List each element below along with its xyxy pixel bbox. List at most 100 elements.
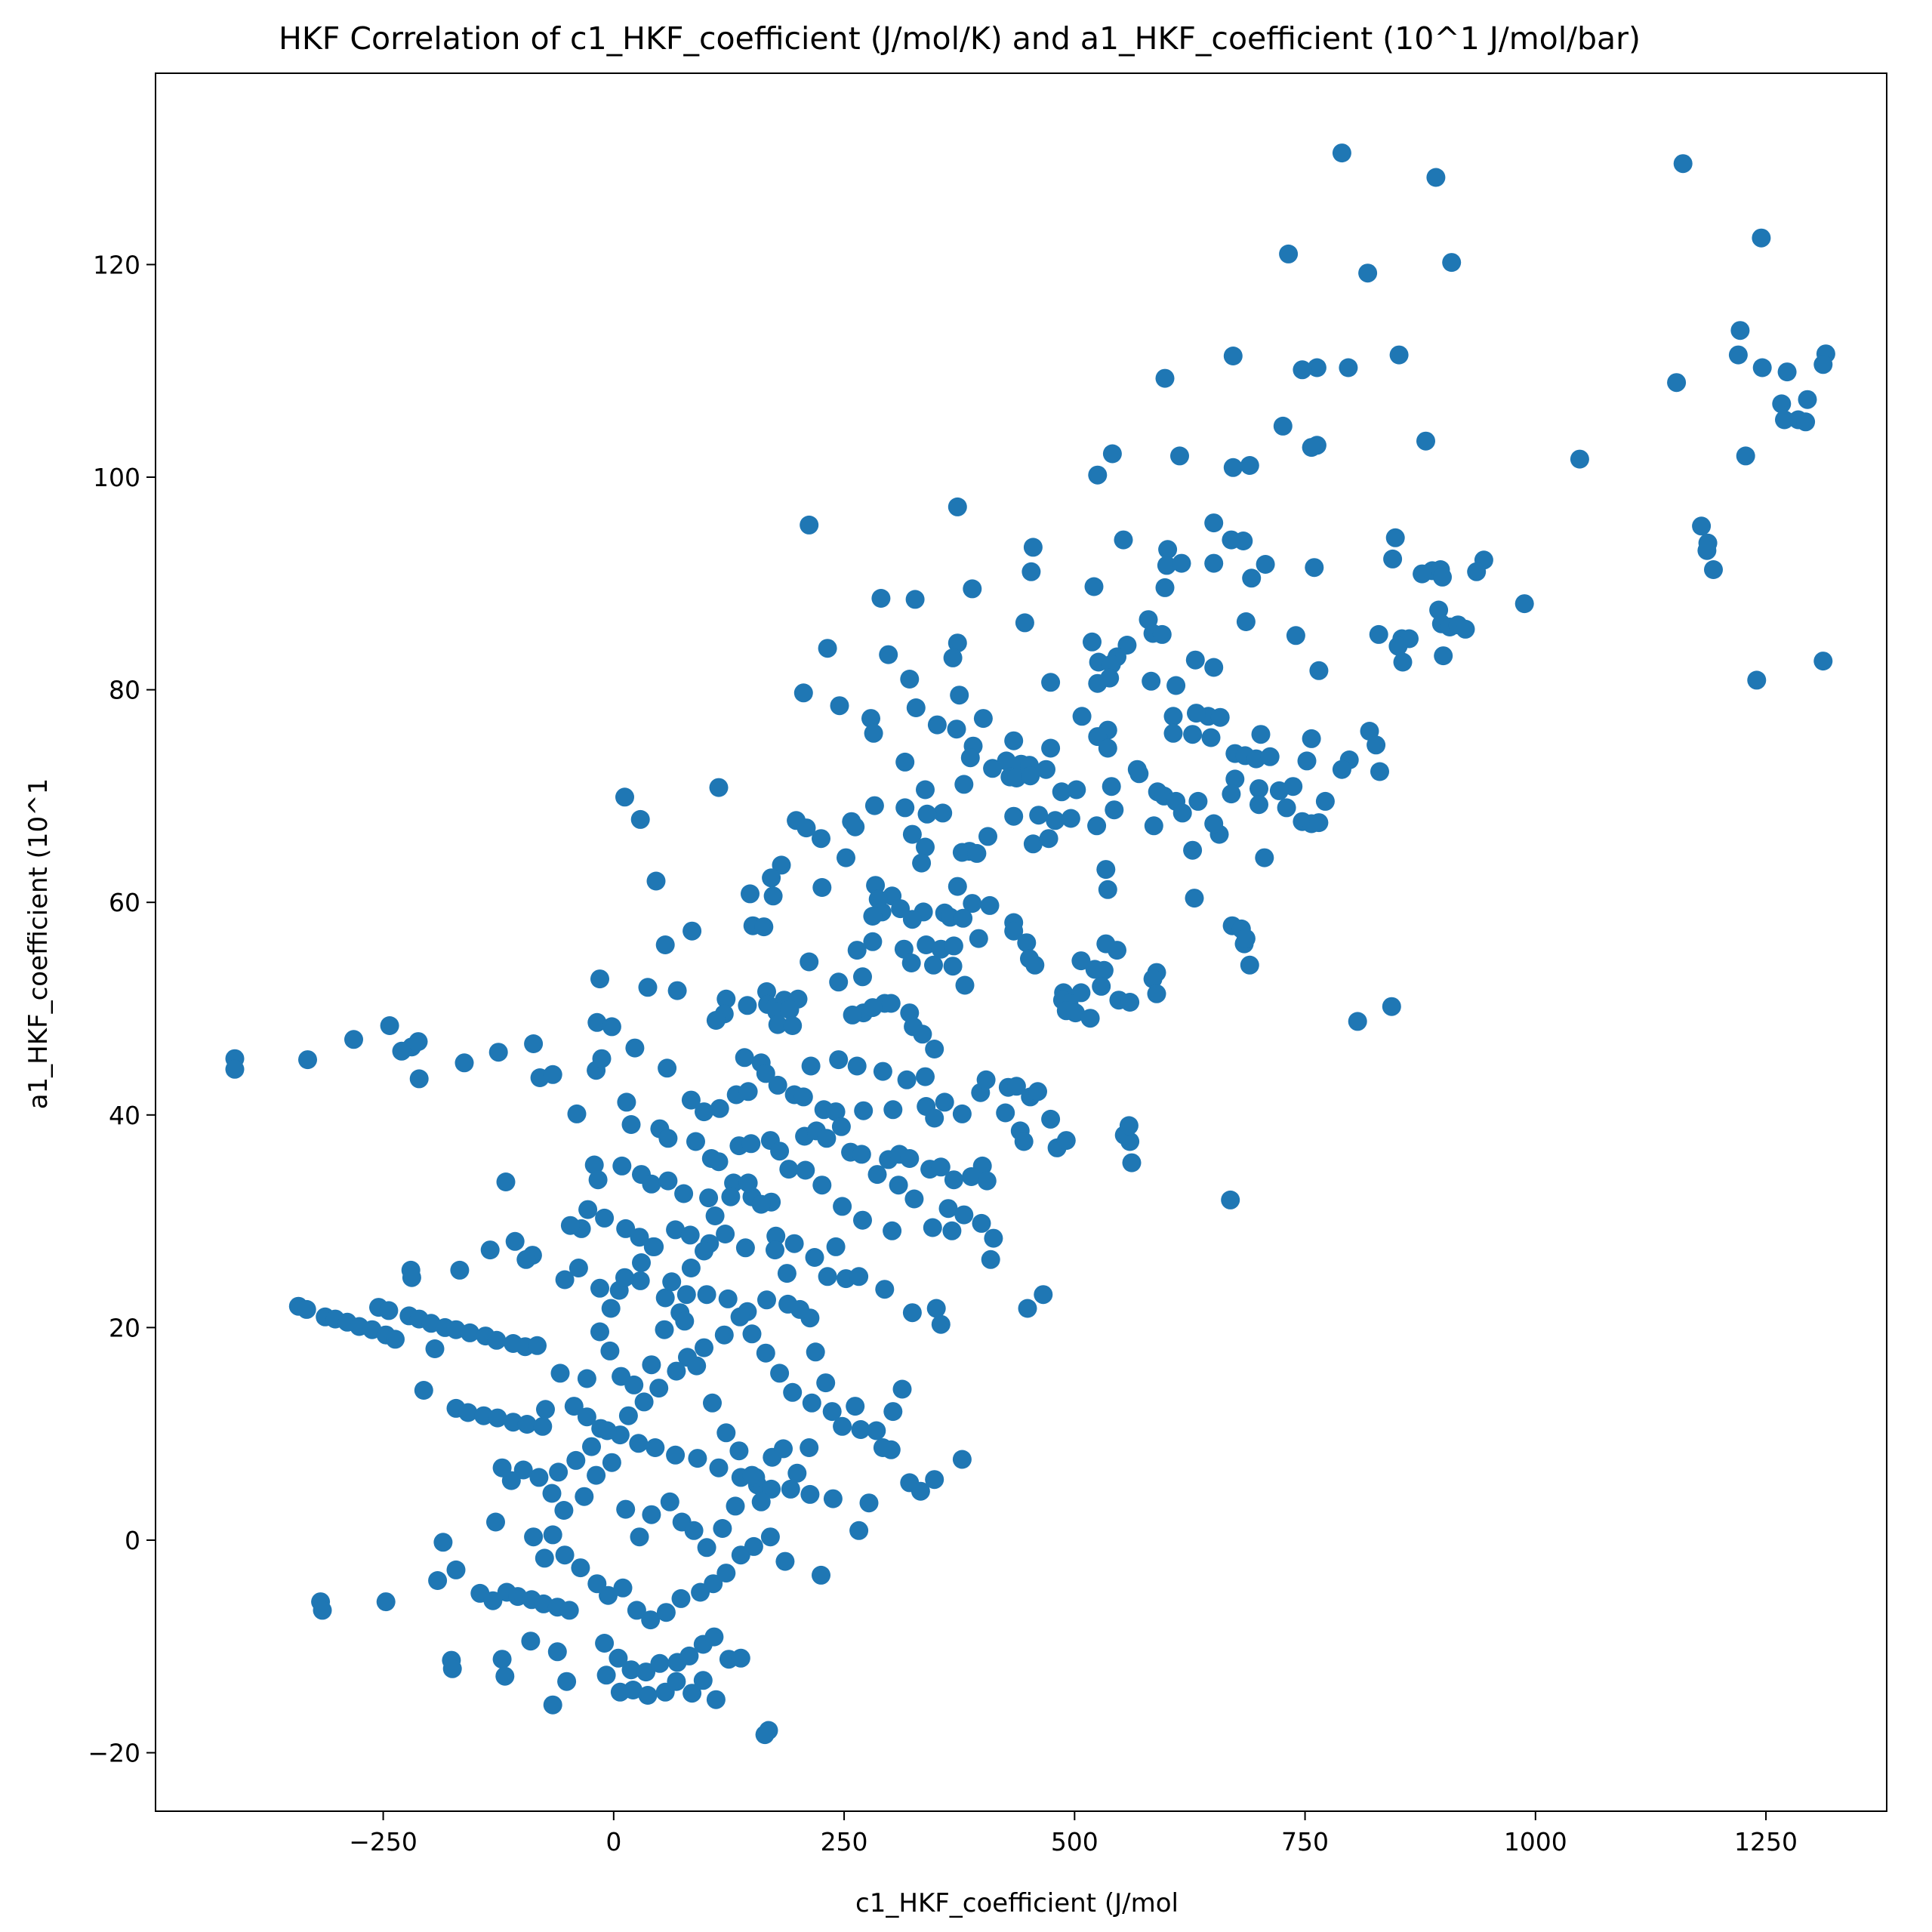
data-point bbox=[796, 1160, 815, 1180]
data-point bbox=[768, 1075, 787, 1095]
data-point bbox=[1185, 889, 1204, 908]
data-point bbox=[948, 633, 967, 653]
data-point bbox=[963, 894, 982, 914]
data-point bbox=[943, 648, 963, 667]
data-point bbox=[863, 932, 883, 951]
data-point bbox=[675, 1311, 695, 1331]
data-point bbox=[1172, 553, 1191, 573]
data-point bbox=[948, 497, 967, 516]
data-point bbox=[1098, 880, 1117, 899]
data-point bbox=[926, 1299, 946, 1318]
data-point bbox=[615, 1268, 634, 1287]
data-point bbox=[1185, 650, 1205, 670]
data-point bbox=[1052, 782, 1071, 802]
data-point bbox=[1273, 416, 1293, 436]
data-point bbox=[560, 1216, 580, 1235]
data-point bbox=[615, 787, 634, 807]
data-point bbox=[658, 1058, 677, 1078]
data-point bbox=[916, 780, 935, 800]
data-point bbox=[535, 1548, 554, 1568]
data-point bbox=[1309, 661, 1329, 680]
data-point bbox=[963, 579, 982, 599]
data-point bbox=[495, 1666, 515, 1686]
data-point bbox=[662, 1272, 682, 1292]
data-point bbox=[1456, 619, 1475, 639]
data-point bbox=[942, 1221, 962, 1240]
data-point bbox=[1467, 562, 1487, 581]
data-point bbox=[584, 1155, 604, 1175]
data-point bbox=[1041, 1109, 1061, 1129]
data-point bbox=[697, 1538, 716, 1558]
data-point bbox=[847, 941, 867, 960]
data-point bbox=[800, 1484, 820, 1504]
data-point bbox=[1142, 671, 1161, 691]
data-point bbox=[864, 796, 884, 815]
data-point bbox=[602, 1017, 621, 1037]
data-point bbox=[504, 1413, 523, 1432]
data-point bbox=[816, 1373, 836, 1393]
data-point bbox=[1155, 368, 1175, 388]
data-point bbox=[812, 1176, 832, 1195]
data-point bbox=[695, 1102, 713, 1122]
data-point bbox=[1416, 431, 1435, 451]
data-point bbox=[1105, 800, 1124, 820]
data-point bbox=[830, 696, 849, 716]
data-point bbox=[726, 1496, 745, 1516]
data-point bbox=[380, 1016, 399, 1035]
data-point bbox=[1813, 355, 1833, 374]
data-point bbox=[1256, 555, 1275, 574]
data-point bbox=[1006, 769, 1026, 787]
data-point bbox=[298, 1050, 317, 1070]
data-point bbox=[547, 1642, 567, 1662]
data-point bbox=[706, 1690, 726, 1709]
data-point bbox=[1348, 1012, 1367, 1031]
data-point bbox=[1046, 811, 1065, 830]
data-point bbox=[954, 775, 974, 794]
data-point bbox=[925, 1108, 944, 1128]
data-point bbox=[760, 1527, 780, 1547]
data-point bbox=[1087, 816, 1107, 836]
data-point bbox=[433, 1533, 453, 1552]
y-tick-label: 80 bbox=[109, 676, 140, 705]
data-point bbox=[1286, 626, 1305, 646]
data-point bbox=[596, 1665, 616, 1685]
data-point bbox=[742, 1465, 762, 1485]
data-point bbox=[973, 709, 993, 729]
data-point bbox=[1369, 624, 1388, 644]
data-point bbox=[655, 1288, 675, 1308]
data-point bbox=[954, 1205, 974, 1225]
data-point bbox=[1163, 707, 1183, 726]
data-point bbox=[826, 1102, 846, 1122]
data-point bbox=[543, 1065, 562, 1084]
data-point bbox=[927, 715, 947, 735]
data-point bbox=[1158, 540, 1178, 559]
data-point bbox=[1120, 993, 1140, 1012]
y-tick-label: 0 bbox=[125, 1526, 140, 1555]
data-point bbox=[671, 1588, 691, 1608]
data-point bbox=[693, 1671, 713, 1690]
data-point bbox=[1183, 840, 1203, 860]
data-point bbox=[790, 1299, 809, 1319]
data-point bbox=[1188, 791, 1208, 811]
data-point bbox=[667, 981, 687, 1000]
data-point bbox=[1358, 263, 1378, 283]
y-tick-label: −20 bbox=[88, 1739, 140, 1768]
data-point bbox=[871, 589, 891, 608]
data-point bbox=[1339, 358, 1358, 377]
data-point bbox=[1187, 704, 1206, 723]
data-point bbox=[582, 1437, 601, 1456]
data-point bbox=[744, 1536, 763, 1556]
data-point bbox=[1302, 729, 1321, 748]
data-point bbox=[590, 1322, 609, 1342]
data-point bbox=[781, 1479, 800, 1499]
data-point bbox=[666, 1445, 686, 1465]
data-point bbox=[645, 1237, 664, 1256]
data-point bbox=[1170, 446, 1189, 466]
data-point bbox=[933, 803, 953, 823]
data-point bbox=[621, 1660, 641, 1680]
data-point bbox=[787, 1463, 807, 1483]
data-point bbox=[557, 1672, 577, 1691]
data-point bbox=[550, 1363, 570, 1383]
data-point bbox=[695, 1241, 713, 1261]
data-point bbox=[1072, 707, 1092, 726]
